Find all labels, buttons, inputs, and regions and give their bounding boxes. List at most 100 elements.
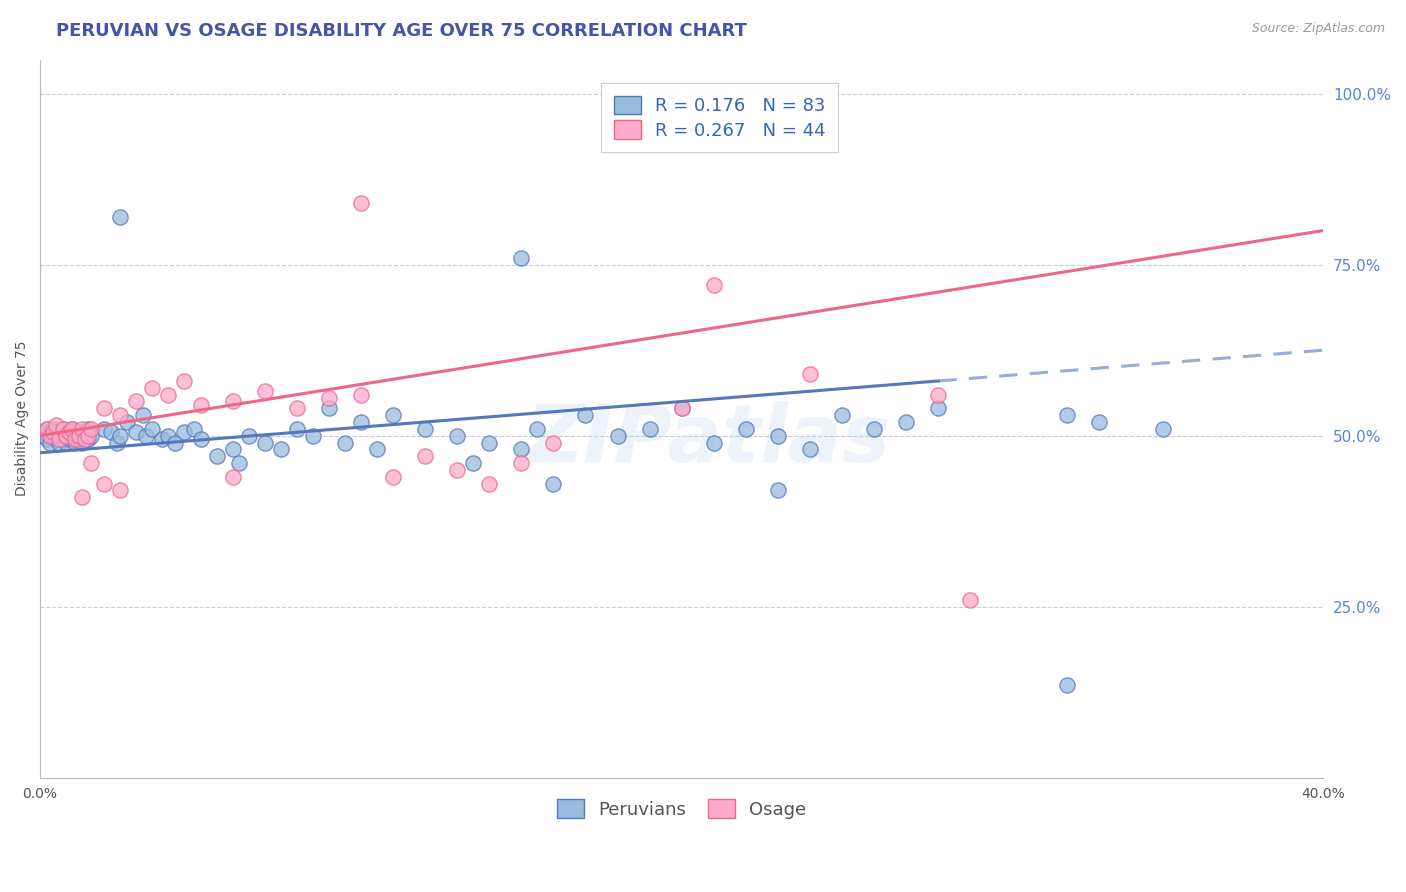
Point	[135, 428, 157, 442]
Point	[190, 432, 212, 446]
Point	[35, 422, 58, 436]
Point	[446, 428, 468, 442]
Point	[253, 435, 276, 450]
Point	[77, 428, 100, 442]
Point	[93, 422, 115, 436]
Point	[55, 435, 77, 450]
Point	[1087, 415, 1109, 429]
Point	[65, 435, 87, 450]
Point	[478, 435, 501, 450]
Point	[60, 428, 83, 442]
Point	[863, 422, 886, 436]
Point	[48, 435, 70, 450]
Point	[574, 408, 596, 422]
Point	[446, 463, 468, 477]
Point	[238, 428, 260, 442]
Point	[38, 435, 60, 450]
Point	[110, 483, 132, 498]
Point	[60, 422, 83, 436]
Point	[927, 401, 949, 416]
Point	[70, 428, 93, 442]
Point	[510, 442, 533, 457]
Point	[703, 435, 725, 450]
Point	[77, 432, 100, 446]
Point	[831, 408, 853, 422]
Point	[141, 381, 163, 395]
Point	[70, 490, 93, 504]
Point	[285, 422, 308, 436]
Point	[67, 432, 90, 446]
Point	[157, 428, 180, 442]
Point	[42, 422, 65, 436]
Point	[45, 432, 67, 446]
Point	[510, 456, 533, 470]
Point	[799, 442, 821, 457]
Point	[190, 398, 212, 412]
Point	[51, 432, 73, 446]
Point	[221, 469, 243, 483]
Point	[163, 435, 186, 450]
Point	[132, 408, 155, 422]
Point	[766, 428, 789, 442]
Point	[100, 425, 122, 440]
Point	[125, 425, 148, 440]
Point	[38, 428, 60, 442]
Point	[221, 442, 243, 457]
Point	[318, 391, 340, 405]
Point	[73, 425, 96, 440]
Point	[55, 428, 77, 442]
Point	[93, 401, 115, 416]
Point	[48, 428, 70, 442]
Point	[205, 449, 228, 463]
Point	[734, 422, 756, 436]
Point	[366, 442, 388, 457]
Point	[65, 428, 87, 442]
Point	[173, 425, 195, 440]
Point	[1056, 408, 1078, 422]
Point	[221, 394, 243, 409]
Point	[60, 422, 83, 436]
Point	[55, 428, 77, 442]
Point	[42, 425, 65, 440]
Point	[270, 442, 292, 457]
Point	[463, 456, 485, 470]
Y-axis label: Disability Age Over 75: Disability Age Over 75	[15, 341, 30, 496]
Point	[51, 422, 73, 436]
Text: PERUVIAN VS OSAGE DISABILITY AGE OVER 75 CORRELATION CHART: PERUVIAN VS OSAGE DISABILITY AGE OVER 75…	[56, 22, 747, 40]
Point	[80, 422, 103, 436]
Point	[173, 374, 195, 388]
Point	[110, 408, 132, 422]
Point	[70, 422, 93, 436]
Point	[93, 476, 115, 491]
Point	[51, 422, 73, 436]
Point	[333, 435, 356, 450]
Point	[35, 432, 58, 446]
Point	[45, 425, 67, 440]
Point	[42, 428, 65, 442]
Text: Source: ZipAtlas.com: Source: ZipAtlas.com	[1251, 22, 1385, 36]
Point	[638, 422, 661, 436]
Point	[1056, 678, 1078, 692]
Point	[67, 425, 90, 440]
Point	[58, 432, 80, 446]
Point	[35, 422, 58, 436]
Point	[413, 422, 436, 436]
Point	[228, 456, 250, 470]
Point	[80, 428, 103, 442]
Point	[927, 387, 949, 401]
Point	[58, 425, 80, 440]
Point	[799, 367, 821, 381]
Point	[38, 425, 60, 440]
Point	[150, 432, 173, 446]
Point	[413, 449, 436, 463]
Point	[350, 387, 373, 401]
Point	[350, 415, 373, 429]
Point	[32, 428, 55, 442]
Point	[318, 401, 340, 416]
Point	[73, 432, 96, 446]
Point	[70, 435, 93, 450]
Point	[606, 428, 628, 442]
Point	[543, 435, 565, 450]
Point	[65, 432, 87, 446]
Point	[115, 415, 138, 429]
